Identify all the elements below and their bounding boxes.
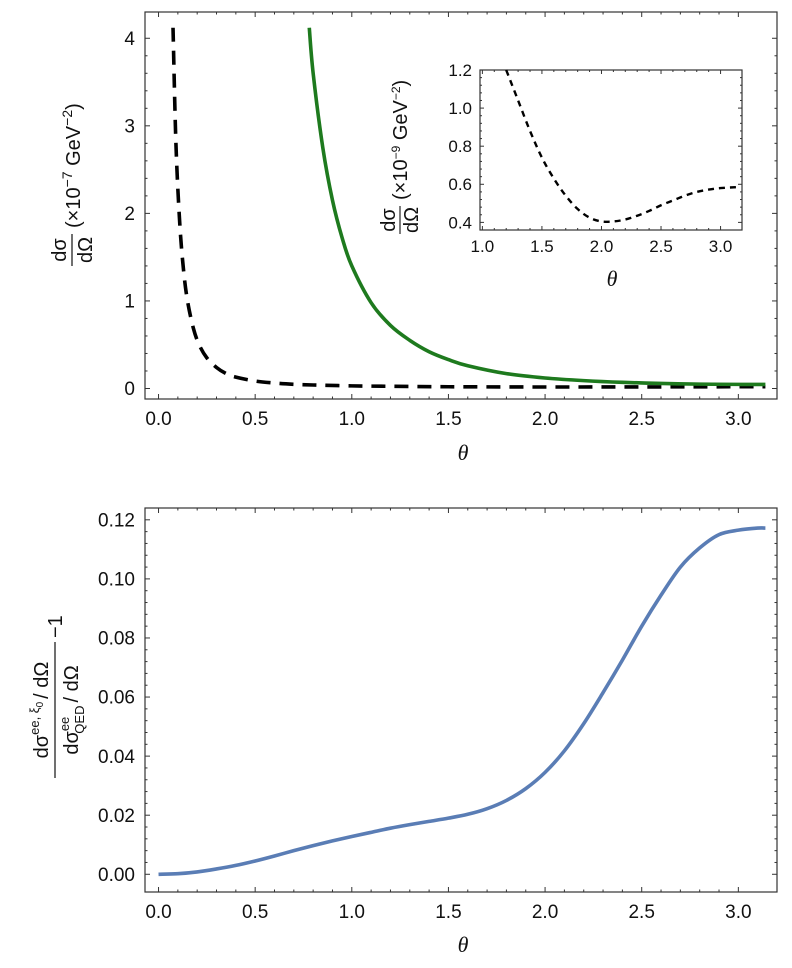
bottom-ytick-label: 0.08 — [98, 629, 135, 650]
top-ytick-label: 3 — [124, 116, 135, 137]
inset-xtick-label: 3.0 — [709, 237, 733, 256]
inset-ylabel-numerator: dσ — [378, 208, 400, 232]
top-xtick-label: 2.5 — [628, 409, 654, 430]
top-ytick-label: 2 — [124, 204, 135, 225]
inset-ylabel-units-close: ) — [390, 80, 412, 87]
top-ytick-label: 0 — [124, 379, 135, 400]
inset-series-dashed-black — [505, 69, 738, 223]
bottom-ytick-label: 0.02 — [98, 806, 135, 827]
inset-x-axis-label: θ — [607, 266, 618, 291]
bottom-ylabel-den-a: dσ — [61, 731, 83, 755]
bottom-y-axis-label: dσee, ξ0/ dΩ dσeeQED/ dΩ −1 — [27, 615, 87, 778]
top-plot-frame — [144, 11, 778, 400]
top-ylabel-units-pre: (×10 — [63, 187, 85, 228]
top-ylabel-units-post: GeV — [63, 125, 85, 171]
bottom-ytick-label: 0.04 — [98, 747, 135, 768]
bottom-ytick-label: 0.00 — [98, 865, 135, 886]
top-x-axis-label: θ — [458, 440, 469, 465]
top-xtick-label: 3.0 — [725, 409, 751, 430]
inset-xtick-label: 2.0 — [590, 237, 614, 256]
inset-ylabel-units-exp: −9 — [389, 145, 403, 159]
top-ylabel-denominator: dΩ — [75, 237, 97, 263]
inset-ylabel-units: (×10−9 GeV−2) — [389, 80, 412, 200]
bottom-ylabel-den-sup: ee — [57, 717, 72, 731]
bottom-xtick-label: 0.5 — [242, 902, 268, 923]
top-y-axis-label: dσ dΩ (×10−7 GeV−2) — [49, 103, 97, 266]
inset-ylabel-denominator: dΩ — [401, 207, 423, 233]
top-series — [171, 27, 766, 389]
bottom-xtick-label: 2.0 — [532, 902, 558, 923]
inset-x-ticks: 1.0 1.5 2.0 2.5 3.0 — [471, 70, 733, 256]
inset-y-axis-label: dσ dΩ (×10−9 GeV−2) — [378, 80, 423, 234]
top-ytick-label: 1 — [124, 292, 135, 313]
bottom-xtick-label: 2.5 — [628, 902, 654, 923]
inset-ytick-label: 0.4 — [448, 213, 472, 232]
bottom-x-axis-label: θ — [458, 932, 469, 957]
inset-ytick-label: 1.2 — [448, 61, 472, 80]
top-ylabel-units-exp: −7 — [59, 171, 75, 187]
bottom-ylabel-denominator: dσeeQED / dΩ — [57, 665, 87, 754]
bottom-ylabel-suffix: −1 — [45, 615, 67, 638]
inset-xtick-label: 1.0 — [471, 237, 495, 256]
top-ylabel-numerator: dσ — [49, 238, 71, 262]
bottom-xtick-label: 0.0 — [145, 902, 171, 923]
bottom-xtick-label: 1.5 — [435, 902, 461, 923]
top-xtick-label: 0.0 — [145, 409, 171, 430]
inset-ytick-label: 0.6 — [448, 175, 472, 194]
bottom-ylabel-num-sup: ee, ξ — [27, 707, 42, 735]
inset-y-ticks: 0.4 0.6 0.8 1.0 1.2 — [448, 61, 742, 232]
top-series-dashed-black — [171, 27, 766, 389]
inset-xtick-label: 2.5 — [649, 237, 673, 256]
bottom-series — [158, 526, 766, 877]
bottom-xtick-label: 3.0 — [725, 902, 751, 923]
inset-ytick-label: 1.0 — [448, 99, 472, 118]
top-xtick-label: 1.0 — [339, 409, 365, 430]
bottom-ylabel-numerator: dσee, ξ0 / dΩ — [27, 662, 53, 759]
bottom-plot-frame — [144, 507, 778, 893]
top-xtick-label: 0.5 — [242, 409, 268, 430]
bottom-xtick-label: 1.0 — [339, 902, 365, 923]
bottom-chart: 0.00 0.02 0.04 0.06 0.08 0.10 0.12 0.0 0.5 1.0 1.… — [27, 507, 778, 957]
top-ytick-label: 4 — [124, 29, 135, 50]
top-ylabel-units-exp2: −2 — [59, 110, 75, 126]
top-xtick-label: 2.0 — [532, 409, 558, 430]
bottom-ylabel-num-sub0: 0 — [35, 701, 46, 707]
inset-background — [480, 70, 742, 230]
inset-ylabel-units-pre: (×10 — [390, 159, 412, 200]
inset-xtick-label: 1.5 — [530, 237, 554, 256]
top-ylabel-units-close: ) — [63, 103, 85, 110]
bottom-ytick-label: 0.06 — [98, 688, 135, 709]
top-x-ticks: 0.0 0.5 1.0 1.5 2.0 2.5 3.0 — [145, 12, 752, 430]
inset-ylabel-units-exp2: −2 — [389, 86, 403, 100]
bottom-ylabel-num-a: dσ — [31, 734, 53, 758]
top-chart: 0 1 2 3 4 0.0 0.5 1.0 1.5 2.0 2.5 3.0 θ dσ dΩ (×10… — [49, 11, 778, 465]
bottom-ylabel-num-b: / dΩ — [31, 662, 53, 699]
top-series-solid-green — [307, 27, 766, 387]
inset-ytick-label: 0.8 — [448, 137, 472, 156]
inset-series — [505, 69, 738, 223]
inset-chart: 0.4 0.6 0.8 1.0 1.2 1.0 1.5 2.0 2.5 3.0 θ dσ dΩ … — [378, 61, 743, 291]
top-y-ticks: 0 1 2 3 4 — [124, 29, 777, 400]
bottom-series-solid-blue — [158, 526, 766, 877]
bottom-ytick-label: 0.10 — [98, 570, 135, 591]
inset-plot-frame — [479, 69, 743, 231]
top-ylabel-units: (×10−7 GeV−2) — [59, 103, 85, 228]
top-xtick-label: 1.5 — [435, 409, 461, 430]
bottom-x-ticks: 0.0 0.5 1.0 1.5 2.0 2.5 3.0 — [145, 508, 752, 923]
bottom-ylabel-den-sub: QED — [72, 706, 87, 734]
bottom-ylabel-den-b: / dΩ — [61, 665, 83, 702]
bottom-ytick-label: 0.12 — [98, 510, 135, 531]
inset-ylabel-units-post: GeV — [390, 99, 412, 145]
bottom-y-ticks: 0.00 0.02 0.04 0.06 0.08 0.10 0.12 — [98, 510, 777, 886]
